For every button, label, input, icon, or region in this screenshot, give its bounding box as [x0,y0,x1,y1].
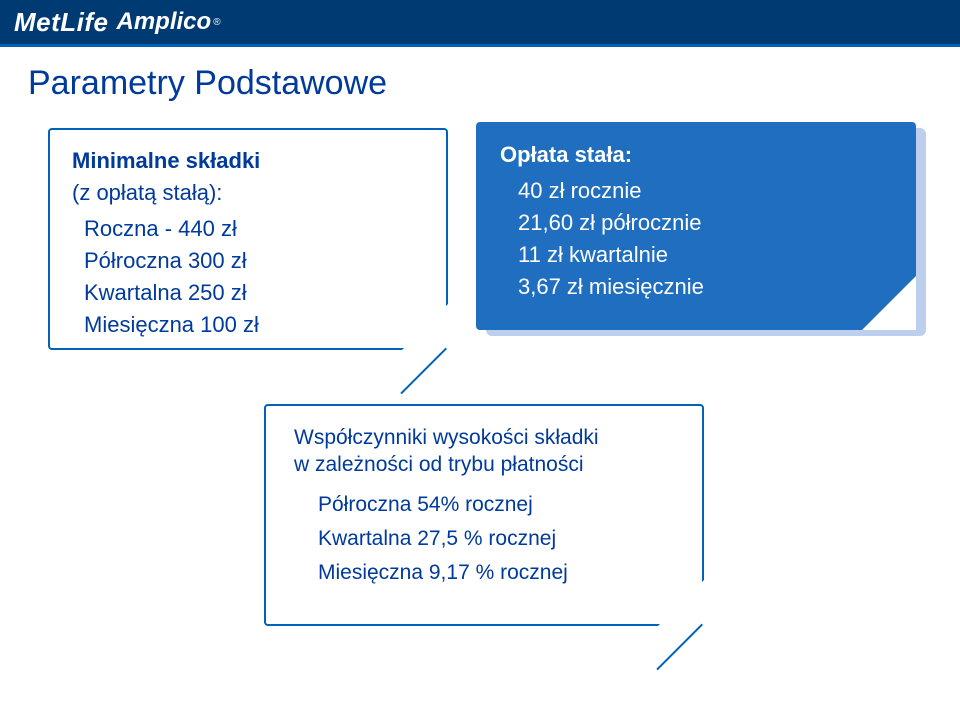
box-minimalne-skladki: Minimalne składki (z opłatą stałą): Rocz… [48,128,448,350]
slide: MetLife Amplico ® Parametry Podstawowe M… [0,0,960,712]
brand-bar: MetLife Amplico ® [0,0,960,44]
list-item: Półroczna 54% rocznej [318,493,674,517]
list-item: Półroczna 300 zł [84,248,424,274]
list-item: Kwartalna 250 zł [84,280,424,306]
corner-line [656,624,703,671]
corner-line [400,348,447,395]
brand-sub: Amplico [117,8,212,36]
list-item: 40 zł rocznie [518,178,892,204]
list-item: 11 zł kwartalnie [518,242,892,268]
corner-cut-icon [862,276,916,330]
box-left-header: Minimalne składki [72,148,424,174]
header-rule [0,44,960,47]
box-bottom-header: Współczynniki wysokości składki w zależn… [294,424,674,479]
box-wspolczynniki: Współczynniki wysokości składki w zależn… [264,404,704,626]
box-oplata-stala: Opłata stała: 40 zł rocznie 21,60 zł pół… [476,122,916,330]
trademark-icon: ® [213,17,220,28]
list-item: 3,67 zł miesięcznie [518,274,892,300]
corner-cut-icon [658,580,704,626]
box-left-subheader: (z opłatą stałą): [72,180,424,206]
list-item: Kwartalna 27,5 % rocznej [318,527,674,551]
box-bottom-header-line1: Współczynniki wysokości składki [294,426,599,449]
brand-main: MetLife [14,7,109,38]
list-item: Miesięczna 9,17 % rocznej [318,561,674,585]
list-item: Roczna - 440 zł [84,216,424,242]
corner-cut-icon [402,304,448,350]
box-bottom-header-line2: w zależności od trybu płatności [294,453,583,476]
list-item: Miesięczna 100 zł [84,312,424,338]
box-right-header: Opłata stała: [500,142,892,168]
list-item: 21,60 zł półrocznie [518,210,892,236]
page-title: Parametry Podstawowe [28,64,387,103]
